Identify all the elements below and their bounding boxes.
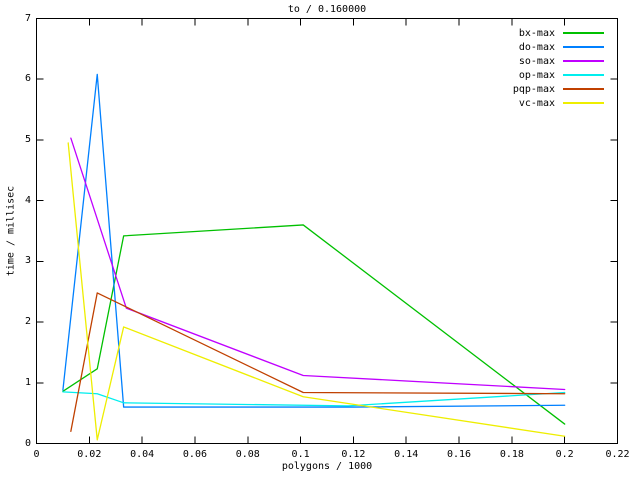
- x-tick-label: 0.02: [77, 449, 102, 460]
- x-tick-label: 0.08: [235, 449, 260, 460]
- x-axis-label: polygons / 1000: [281, 461, 373, 472]
- legend-row-op-max: op-max: [513, 68, 604, 82]
- y-tick-label: 2: [24, 316, 31, 328]
- legend-label-pqp-max: pqp-max: [512, 83, 555, 95]
- plot-border: [36, 18, 618, 444]
- legend-label-bx-max: bx-max: [518, 27, 555, 39]
- so-max-line: [70, 137, 566, 391]
- legend-line-sample-vc-max: [563, 102, 604, 104]
- x-tick-label: 0: [33, 449, 40, 460]
- legend-row-bx-max: bx-max: [513, 26, 604, 40]
- legend-line-sample-bx-max: [563, 32, 604, 34]
- legend-label-so-max: so-max: [518, 55, 555, 67]
- x-tick-label: 0.16: [446, 449, 472, 460]
- legend-label-op-max: op-max: [518, 69, 555, 81]
- do-max-line: [62, 73, 566, 408]
- x-tick-label: 0.14: [394, 449, 419, 460]
- x-tick-label: 0.06: [182, 449, 207, 460]
- legend-row-pqp-max: pqp-max: [513, 82, 604, 96]
- x-tick-label: 0.12: [341, 449, 366, 460]
- chart-title: to / 0.160000: [287, 4, 367, 15]
- y-tick-label: 4: [24, 194, 31, 206]
- legend: bx-max do-max so-max op-max pqp-max vc-max: [513, 26, 604, 110]
- x-tick-label: 0.04: [130, 449, 155, 460]
- pqp-max-line: [70, 292, 566, 433]
- y-tick-label: 0: [24, 437, 31, 449]
- legend-line-sample-op-max: [563, 74, 604, 76]
- bx-max-line: [62, 224, 566, 425]
- y-tick-label: 6: [24, 73, 31, 85]
- y-tick-label: 3: [24, 255, 31, 267]
- legend-row-vc-max: vc-max: [513, 96, 604, 110]
- x-tick-label: 0.1: [291, 449, 310, 460]
- y-tick-label: 1: [24, 376, 31, 388]
- legend-row-do-max: do-max: [513, 40, 604, 54]
- legend-label-do-max: do-max: [518, 41, 555, 53]
- vc-max-line: [67, 142, 566, 441]
- op-max-line: [62, 391, 566, 407]
- x-tick-label: 0.22: [605, 449, 630, 460]
- legend-label-vc-max: vc-max: [518, 97, 555, 109]
- legend-line-sample-do-max: [563, 46, 604, 48]
- legend-line-sample-pqp-max: [563, 88, 604, 90]
- y-tick-label: 7: [24, 12, 31, 24]
- x-tick-label: 0.2: [555, 449, 574, 460]
- legend-line-sample-so-max: [563, 60, 604, 62]
- y-tick-label: 5: [24, 133, 31, 145]
- x-tick-label: 0.18: [499, 449, 524, 460]
- legend-row-so-max: so-max: [513, 54, 604, 68]
